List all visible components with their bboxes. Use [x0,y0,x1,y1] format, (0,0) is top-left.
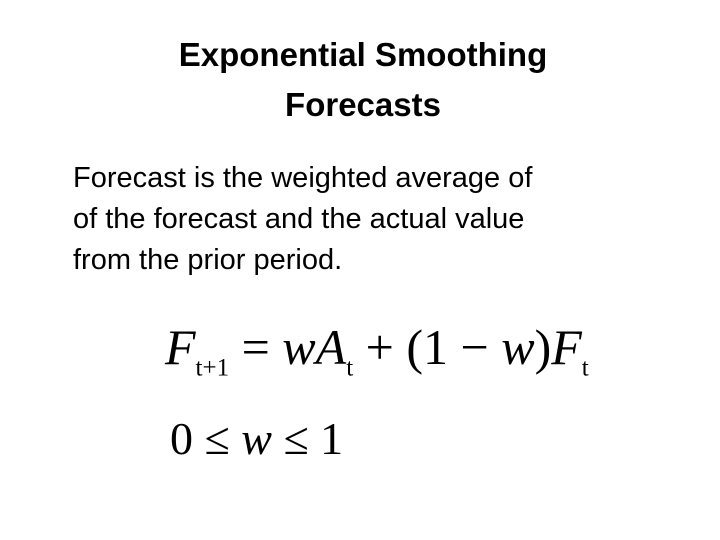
constraint: 0 ≤ w ≤ 1 [170,412,343,465]
math-token: + (1 − [353,319,502,375]
math-token: ) [534,319,552,375]
title-line: Forecasts [285,86,441,123]
title-line: Exponential Smoothing [178,36,548,73]
math-token: t+1 [195,354,230,382]
math-token: t [346,354,354,382]
math-token: w [241,413,272,464]
math-token: 0 ≤ [170,413,242,464]
formula: Ft+1 = wAt + (1 − w)Ft [165,318,589,382]
math-token: F [165,319,196,375]
math-token: w [501,319,535,375]
body-line: of the forecast and the actual value [73,203,525,235]
math-token: wA [282,319,347,375]
math-token: F [551,319,582,375]
math-token: ≤ 1 [271,413,344,464]
body-line: Forecast is the weighted average of [73,162,533,194]
math-token: t [581,354,589,382]
slide-body: Forecast is the weighted average of of th… [73,158,532,281]
slide-title: Exponential Smoothing Forecasts [0,30,720,130]
body-line: from the prior period. [73,244,343,276]
math-token: = [229,319,283,375]
